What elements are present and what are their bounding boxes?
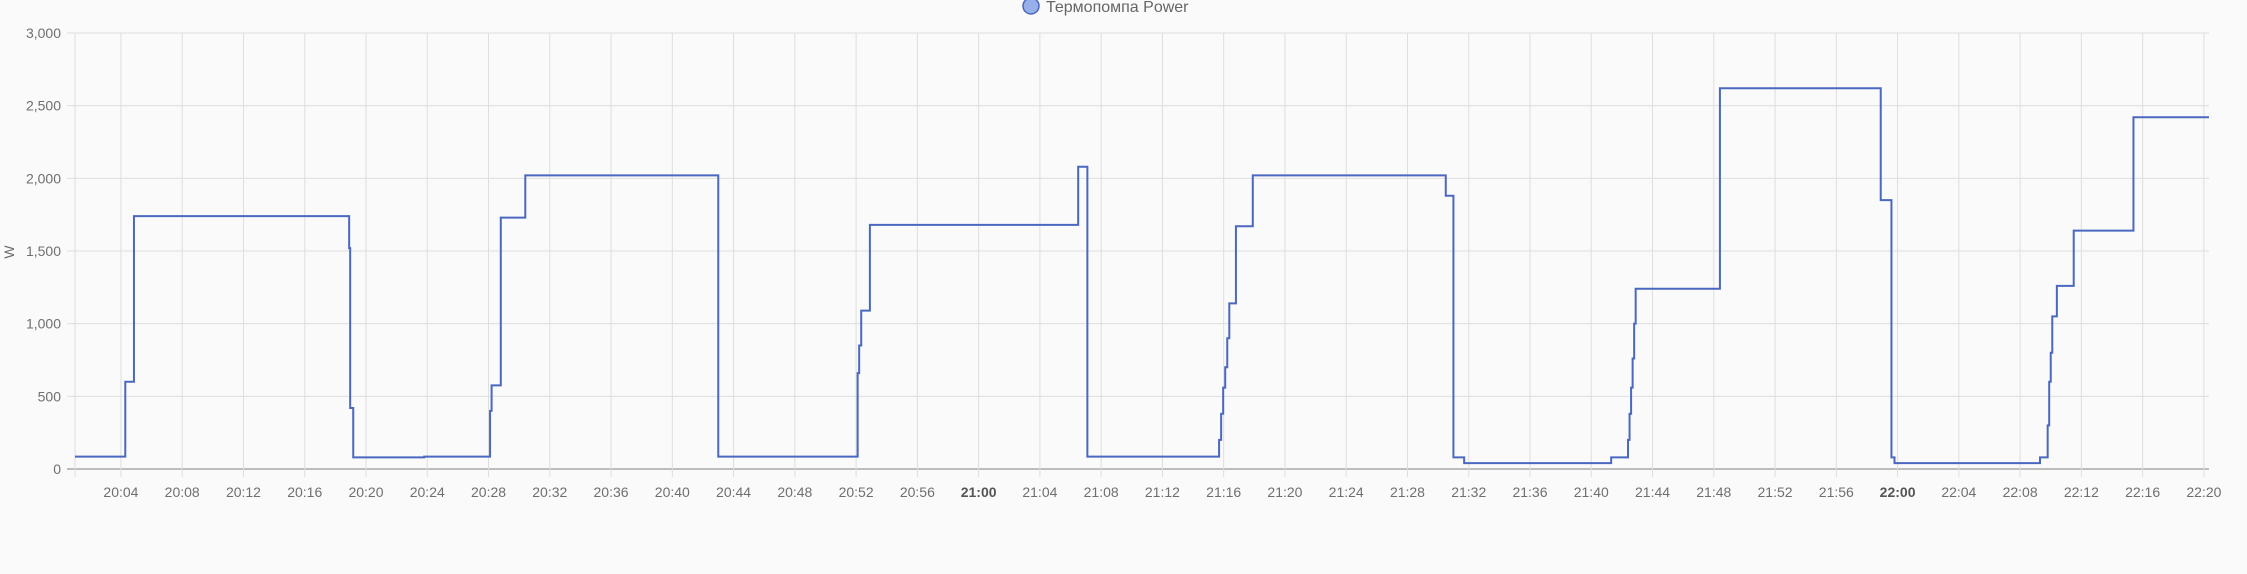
- y-tick-label: 1,500: [26, 243, 61, 259]
- y-tick-label: 0: [53, 461, 61, 477]
- x-tick-label: 20:48: [777, 484, 812, 500]
- x-tick-label: 20:04: [103, 484, 138, 500]
- x-tick-label: 22:12: [2064, 484, 2099, 500]
- x-tick-label: 21:16: [1206, 484, 1241, 500]
- y-tick-label: 3,000: [26, 25, 61, 41]
- y-tick-label: 500: [38, 388, 62, 404]
- x-tick-label: 20:52: [839, 484, 874, 500]
- x-tick-label: 21:00: [961, 484, 997, 500]
- x-tick-label: 20:20: [348, 484, 383, 500]
- series-line: [75, 87, 2209, 465]
- x-tick-label: 21:24: [1329, 484, 1364, 500]
- x-tick-label: 20:32: [532, 484, 567, 500]
- x-tick-label: 21:28: [1390, 484, 1425, 500]
- x-tick-label: 21:04: [1022, 484, 1057, 500]
- x-tick-label: 21:52: [1758, 484, 1793, 500]
- x-tick-label: 21:32: [1451, 484, 1486, 500]
- x-tick-label: 21:48: [1696, 484, 1731, 500]
- grid: [67, 32, 2209, 477]
- x-tick-label: 22:16: [2125, 484, 2160, 500]
- legend[interactable]: Термопомпа Power: [1022, 0, 1189, 16]
- y-tick-label: 2,000: [26, 170, 61, 186]
- legend-marker[interactable]: [1022, 0, 1040, 15]
- x-tick-label: 21:40: [1574, 484, 1609, 500]
- x-tick-label: 21:44: [1635, 484, 1670, 500]
- x-tick-label: 21:20: [1267, 484, 1302, 500]
- x-tick-label: 20:12: [226, 484, 261, 500]
- y-axis-label: W: [1, 245, 17, 259]
- x-tick-label: 21:56: [1819, 484, 1854, 500]
- y-tick-label: 2,500: [26, 98, 61, 114]
- x-tick-label: 20:40: [655, 484, 690, 500]
- x-tick-label: 22:20: [2186, 484, 2221, 500]
- x-tick-label: 20:28: [471, 484, 506, 500]
- x-tick-label: 21:36: [1512, 484, 1547, 500]
- x-tick-label: 22:00: [1880, 484, 1916, 500]
- x-tick-label: 20:44: [716, 484, 751, 500]
- x-tick-label: 22:04: [1941, 484, 1976, 500]
- legend-label[interactable]: Термопомпа Power: [1046, 0, 1189, 16]
- x-tick-label: 20:36: [594, 484, 629, 500]
- y-axis: 0 500 1,000 1,500 2,000 2,500 3,000: [26, 25, 61, 477]
- x-tick-label: 22:08: [2003, 484, 2038, 500]
- x-tick-label: 20:16: [287, 484, 322, 500]
- x-tick-label: 20:56: [900, 484, 935, 500]
- x-axis: 20:04 20:08 20:12 20:16 20:20 20:24 20:28 20:32…: [103, 484, 2221, 500]
- x-tick-label: 20:24: [410, 484, 445, 500]
- y-tick-label: 1,000: [26, 316, 61, 332]
- x-tick-label: 21:12: [1145, 484, 1180, 500]
- x-tick-label: 21:08: [1084, 484, 1119, 500]
- x-tick-label: 20:08: [165, 484, 200, 500]
